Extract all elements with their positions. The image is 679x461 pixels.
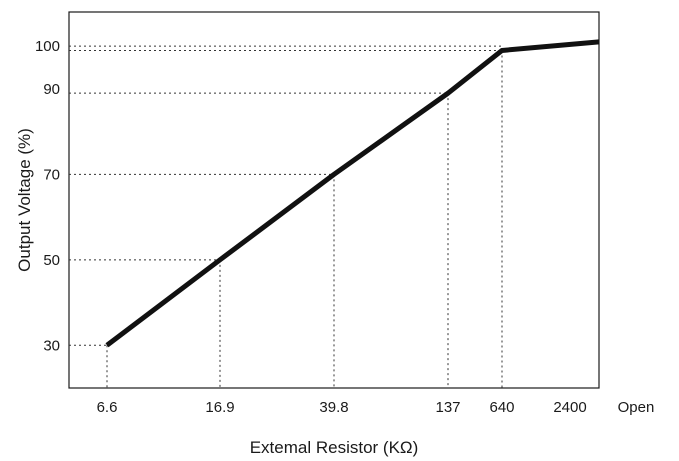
series-line: [105, 39, 600, 348]
y-axis-label: Output Voltage (%): [15, 128, 34, 272]
y-tick-label: 100: [35, 38, 60, 55]
y-tick-labels: 30 50 70 90 100: [35, 38, 60, 354]
series-lines: [105, 39, 600, 348]
x-end-label: Open: [618, 399, 655, 416]
x-tick-label: 137: [435, 399, 460, 416]
y-tick-label: 70: [43, 166, 60, 183]
x-tick-label: 39.8: [319, 399, 348, 416]
x-tick-label: 2400: [553, 399, 586, 416]
x-axis-label: Extemal Resistor (KΩ): [250, 438, 419, 457]
y-tick-label: 50: [43, 252, 60, 269]
x-tick-label: 640: [489, 399, 514, 416]
x-tick-labels: 6.6 16.9 39.8 137 640 2400 Open: [97, 399, 655, 416]
plot-frame: [68, 11, 600, 389]
x-tick-label: 6.6: [97, 399, 118, 416]
y-tick-label: 30: [43, 337, 60, 354]
y-tick-label: 90: [43, 81, 60, 98]
x-tick-label: 16.9: [205, 399, 234, 416]
guide-lines: [69, 45, 503, 388]
